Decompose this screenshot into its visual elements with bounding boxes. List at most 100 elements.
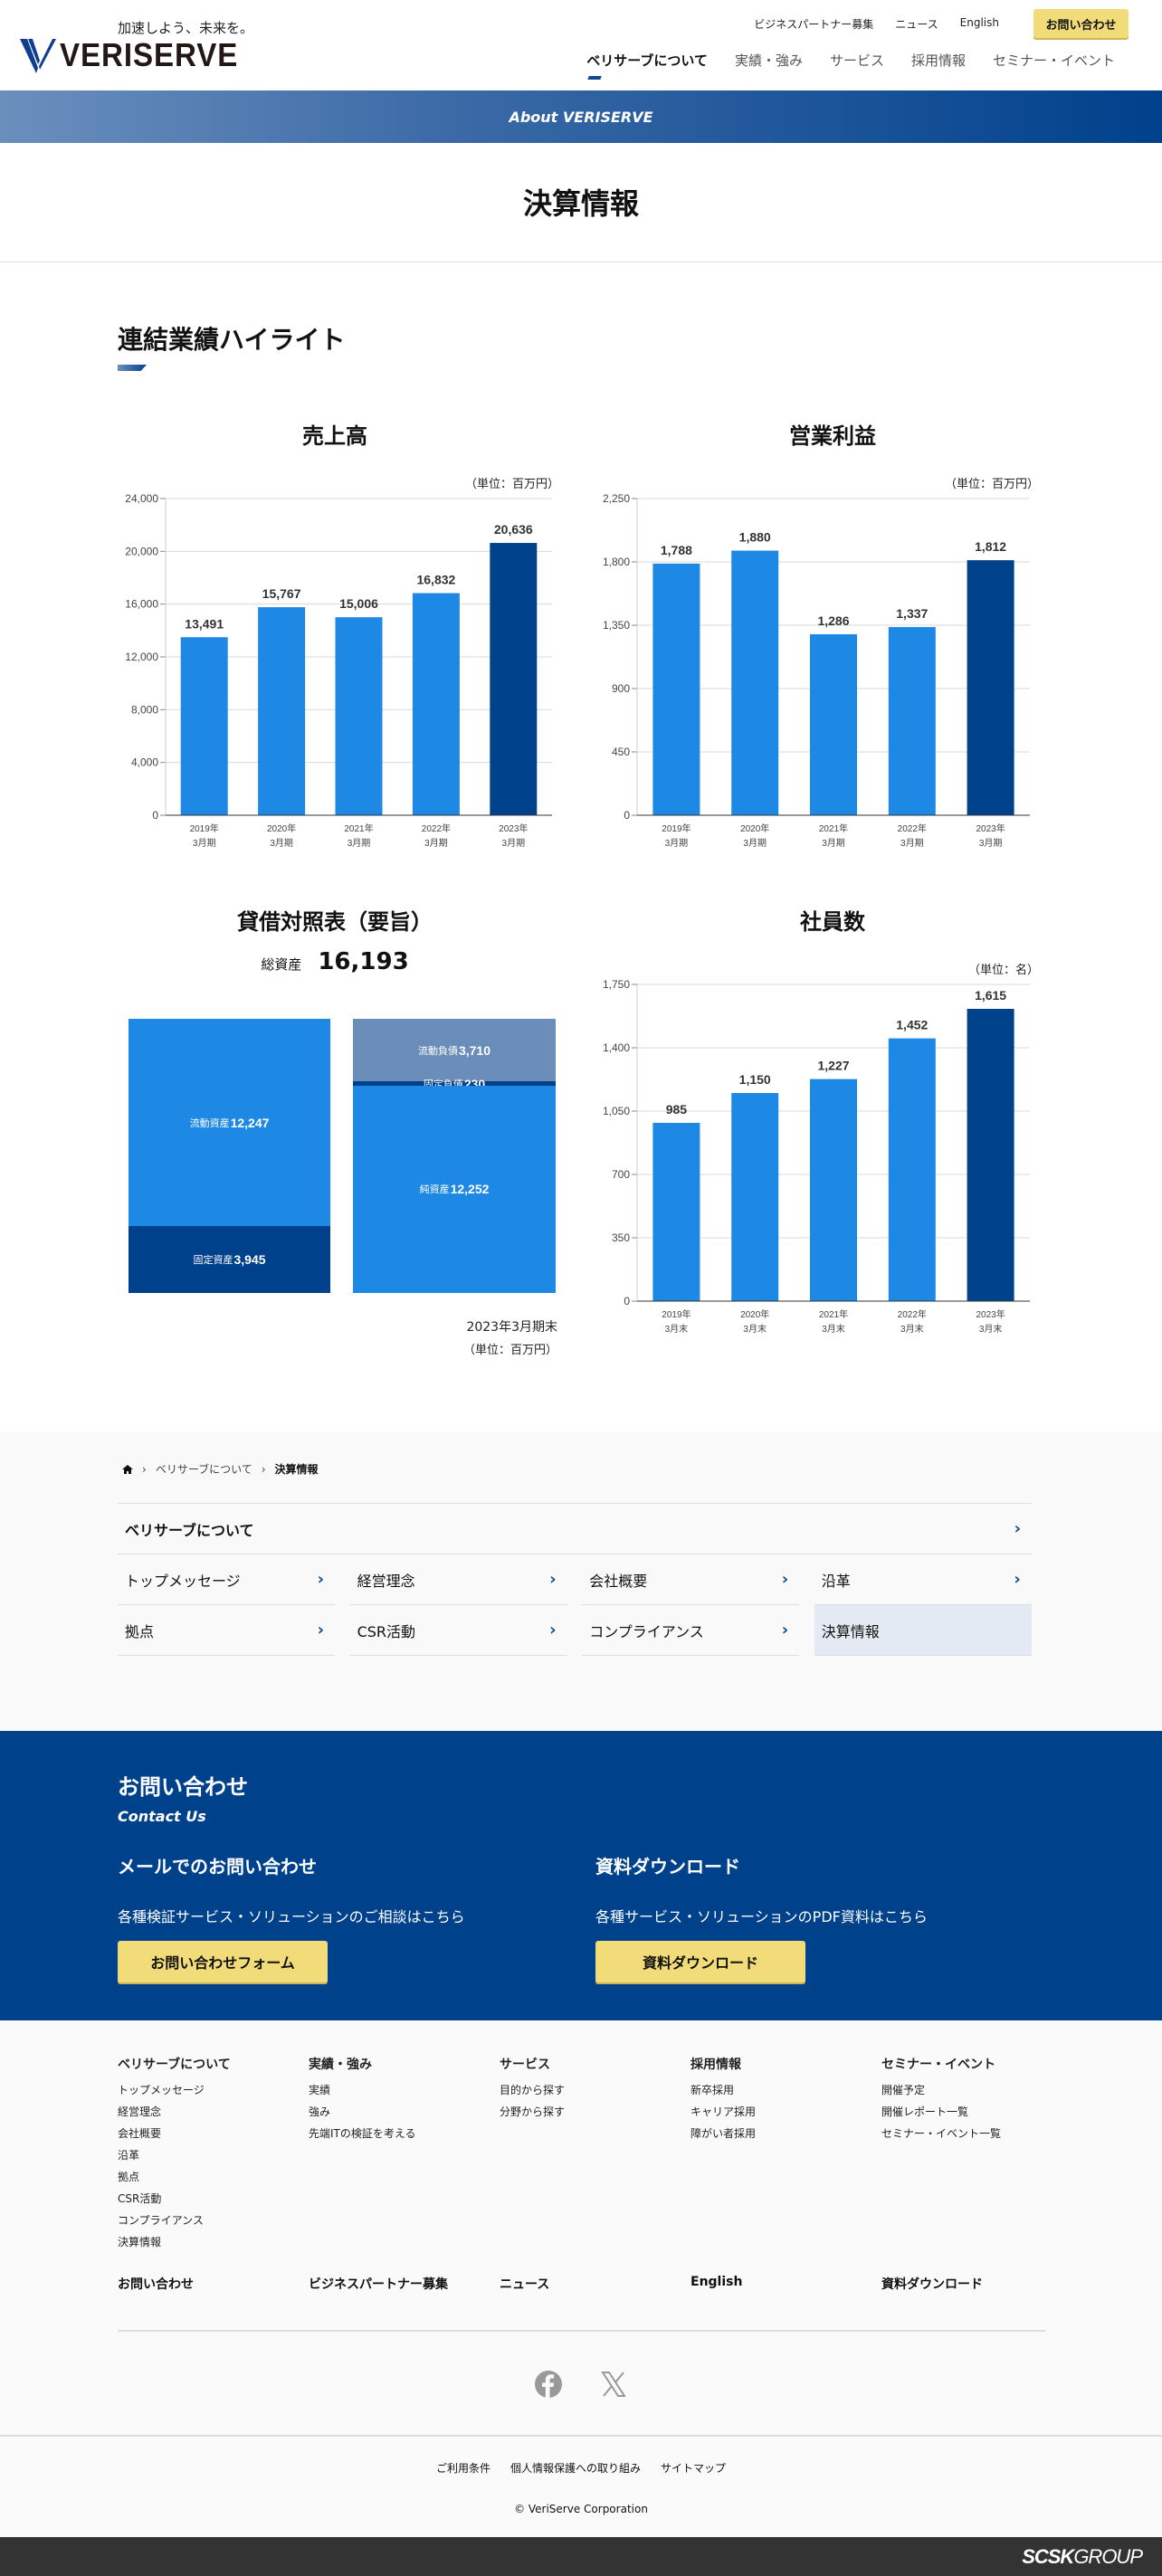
contact-button[interactable]: お問い合わせ [1033,9,1129,38]
footer-column-heading[interactable]: 実績・強み [309,2058,372,2072]
x-icon[interactable] [601,2372,626,2400]
footer-link[interactable]: 拠点 [118,2171,140,2183]
link-news[interactable]: ニュース [895,18,938,31]
footer-link[interactable]: 沿革 [118,2149,140,2162]
footer-link[interactable]: 実績 [309,2084,331,2096]
nav-seminar[interactable]: セミナー・イベント [992,52,1115,69]
subnav-item-label: コンプライアンス [589,1622,704,1640]
footer-link[interactable]: CSR活動 [118,2192,162,2205]
data-label: 1,150 [739,1072,771,1087]
subnav-item[interactable]: CSR活動 › [349,1605,567,1656]
x-tick-label: 3月末 [900,1323,924,1335]
x-tick-label: 3月期 [424,838,448,849]
footer-main-link[interactable]: お問い合わせ [118,2277,194,2292]
bar [731,550,779,815]
subnav-item[interactable]: トップメッセージ › [118,1554,335,1605]
subnav-heading[interactable]: ベリサーブについて › [118,1503,1032,1554]
subnav-item-label: トップメッセージ [125,1572,241,1590]
chevron-right-icon: › [317,1621,324,1640]
footer-link[interactable]: 強み [309,2105,331,2118]
footer-column-heading[interactable]: ベリサーブについて [118,2058,231,2072]
footer-column: サービス目的から探す 分野から探す [500,2055,565,2125]
footer-link[interactable]: 新卒採用 [691,2084,735,2096]
x-tick-label: 2021年 [819,822,848,834]
footer-link[interactable]: 先端ITの検証を考える [309,2127,416,2140]
footer-main-link[interactable]: English [691,2275,743,2289]
link-terms[interactable]: ご利用条件 [435,2462,491,2475]
subnav-item[interactable]: 拠点 › [118,1605,335,1656]
subnav-item[interactable]: 決算情報 [814,1605,1032,1656]
x-tick-label: 3月期 [979,838,1003,849]
subnav-item[interactable]: 沿革 › [814,1554,1032,1605]
y-tick-label: 12,000 [125,651,158,663]
nav-services[interactable]: サービス [829,52,884,69]
subnav-item[interactable]: コンプライアンス › [582,1605,800,1656]
x-tick-label: 2021年 [819,1308,848,1320]
footer-link[interactable]: トップメッセージ [118,2084,205,2096]
footer-link[interactable]: 開催予定 [881,2084,926,2096]
assets-column: 流動資産 12,247 固定資産 3,945 [129,1019,330,1293]
bar [335,617,383,815]
y-tick-label: 700 [612,1168,630,1181]
main-nav: ベリサーブについて 実績・強み サービス 採用情報 セミナー・イベント [586,51,1115,70]
chart-unit-employees: （単位：名） [967,964,1039,977]
subnav-item[interactable]: 経営理念 › [349,1554,567,1605]
nav-about[interactable]: ベリサーブについて [586,52,708,69]
x-tick-label: 2023年 [499,822,528,834]
footer-link[interactable]: 決算情報 [118,2236,162,2248]
subnav-item-label: 経営理念 [357,1572,415,1590]
nav-results[interactable]: 実績・強み [734,52,803,69]
data-label: 1,880 [739,530,771,545]
data-label: 1,227 [817,1059,849,1073]
scsk-group-logo[interactable]: SCSKGROUP [1022,2545,1143,2568]
footer-column-heading[interactable]: サービス [500,2058,550,2072]
footer-link[interactable]: 障がい者採用 [691,2127,757,2140]
footer-link[interactable]: 経営理念 [118,2105,162,2118]
legal-links: ご利用条件 個人情報保護への取り組み サイトマップ [0,2460,1162,2476]
sales-chart: 0 4,000 8,000 12,000 16,000 20,000 24,000 13,49… [125,492,552,849]
footer-link[interactable]: コンプライアンス [118,2214,204,2227]
section-title: 連結業績ハイライト [118,325,346,355]
bar [810,633,857,815]
data-label: 13,491 [185,616,224,631]
bar [412,593,460,815]
link-privacy[interactable]: 個人情報保護への取り組み [510,2462,641,2475]
footer-link[interactable]: 会社概要 [118,2127,162,2140]
link-english[interactable]: English [959,16,999,29]
x-tick-label: 2022年 [422,822,451,834]
subnav-item-label: 会社概要 [589,1572,648,1590]
y-tick-label: 2,250 [603,492,630,505]
facebook-icon[interactable] [535,2371,562,2401]
link-sitemap[interactable]: サイトマップ [661,2462,727,2475]
home-icon[interactable] [122,1464,133,1475]
footer-link[interactable]: 目的から探す [500,2084,566,2096]
x-tick-label: 2022年 [898,1308,927,1320]
footer-main-link[interactable]: 資料ダウンロード [881,2277,983,2292]
nav-recruit[interactable]: 採用情報 [910,52,966,69]
divider [118,2330,1045,2332]
data-label: 1,286 [817,613,849,628]
footer-column-heading[interactable]: セミナー・イベント [881,2058,995,2072]
footer-main-link[interactable]: ニュース [500,2277,550,2292]
contact-title: お問い合わせ [118,1774,248,1800]
footer-column-heading[interactable]: 採用情報 [691,2058,741,2072]
link-business-partner[interactable]: ビジネスパートナー募集 [754,18,874,31]
footer-link[interactable]: 分野から探す [500,2105,566,2118]
veriserve-logo[interactable]: VERISERVE [20,36,253,74]
chart-unit-operating-income: （単位：百万円） [944,478,1039,491]
x-tick-label: 3月期 [900,838,924,849]
data-label: 1,812 [975,539,1006,554]
bs-segment-name: 純資産 [419,1184,450,1196]
footer-main-link[interactable]: ビジネスパートナー募集 [309,2277,448,2292]
download-button[interactable]: 資料ダウンロード [595,1941,805,1982]
liabilities-column: 流動負債 3,710 固定負債 230 純資産 12,252 [353,1019,556,1293]
bs-segment-value: 12,252 [450,1182,490,1197]
subnav-item[interactable]: 会社概要 › [582,1554,800,1605]
footer-link[interactable]: キャリア採用 [691,2105,757,2118]
download-heading: 資料ダウンロード [595,1856,740,1877]
breadcrumb-parent[interactable]: ベリサーブについて [155,1463,252,1476]
footer-link[interactable]: 開催レポート一覧 [881,2105,969,2118]
bar [652,1123,700,1301]
footer-link[interactable]: セミナー・イベント一覧 [881,2127,1002,2140]
contact-form-button[interactable]: お問い合わせフォーム [118,1941,328,1982]
